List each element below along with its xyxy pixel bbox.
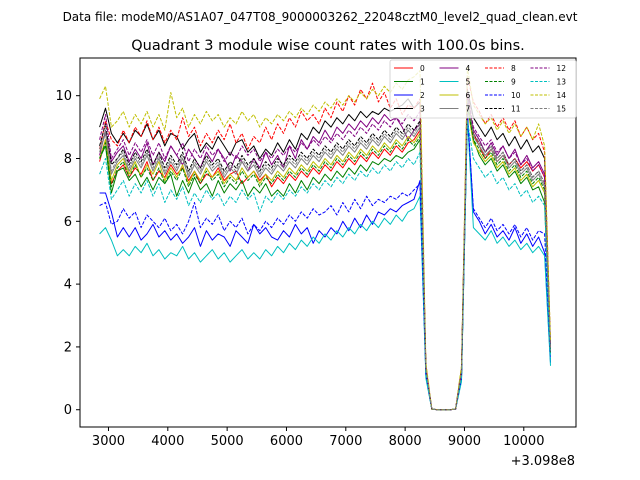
y-tick-label: 4 xyxy=(64,278,72,293)
x-offset-label: +3.098e8 xyxy=(511,454,575,469)
legend-label-13: 13 xyxy=(557,78,567,87)
figure-suptitle: Data file: modeM0/AS1A07_047T08_90000032… xyxy=(63,10,578,24)
series-line-3 xyxy=(99,88,551,411)
legend-label-3: 3 xyxy=(420,105,425,114)
series-line-15 xyxy=(99,98,551,411)
legend-label-0: 0 xyxy=(420,64,425,73)
x-tick-label: 3000 xyxy=(92,434,125,449)
series-layer xyxy=(99,66,551,411)
series-line-1 xyxy=(99,104,551,411)
series-line-0 xyxy=(99,92,551,411)
y-tick-label: 6 xyxy=(64,215,72,230)
legend-label-2: 2 xyxy=(420,91,425,100)
legend-label-8: 8 xyxy=(511,64,516,73)
y-tick-label: 2 xyxy=(64,340,72,355)
legend-label-9: 9 xyxy=(511,78,516,87)
legend-label-6: 6 xyxy=(466,91,471,100)
chart-title: Quadrant 3 module wise count rates with … xyxy=(131,38,525,54)
axes-frame xyxy=(79,57,577,428)
legend-label-14: 14 xyxy=(557,91,567,100)
x-tick-label: 5000 xyxy=(211,434,244,449)
y-tick-label: 0 xyxy=(64,403,72,418)
series-line-9 xyxy=(99,104,551,411)
series-line-10 xyxy=(99,114,551,411)
x-tick-label: 10000 xyxy=(503,434,544,449)
series-line-7 xyxy=(99,98,551,411)
y-tick-label: 8 xyxy=(64,152,72,167)
series-line-2 xyxy=(99,110,551,411)
x-tick-label: 4000 xyxy=(151,434,184,449)
series-line-6 xyxy=(99,107,551,411)
series-line-5 xyxy=(99,117,551,411)
x-tick-label: 7000 xyxy=(329,434,362,449)
y-tick-label: 10 xyxy=(55,89,72,104)
series-line-12 xyxy=(99,92,551,411)
x-tick-label: 6000 xyxy=(270,434,303,449)
legend-label-11: 11 xyxy=(511,105,521,114)
legend-label-12: 12 xyxy=(557,64,567,73)
x-tick-label: 8000 xyxy=(389,434,422,449)
legend-label-15: 15 xyxy=(557,105,567,114)
legend-label-4: 4 xyxy=(466,64,471,73)
legend-label-7: 7 xyxy=(466,105,471,114)
legend-label-1: 1 xyxy=(420,78,425,87)
legend-label-10: 10 xyxy=(511,91,521,100)
legend-frame xyxy=(389,59,577,119)
series-line-13 xyxy=(99,120,551,411)
x-tick-label: 9000 xyxy=(448,434,481,449)
legend-label-5: 5 xyxy=(466,78,471,87)
plot-area: 3000 4000 5000 6000 7000 8000 9000 100000246810… xyxy=(55,57,577,449)
